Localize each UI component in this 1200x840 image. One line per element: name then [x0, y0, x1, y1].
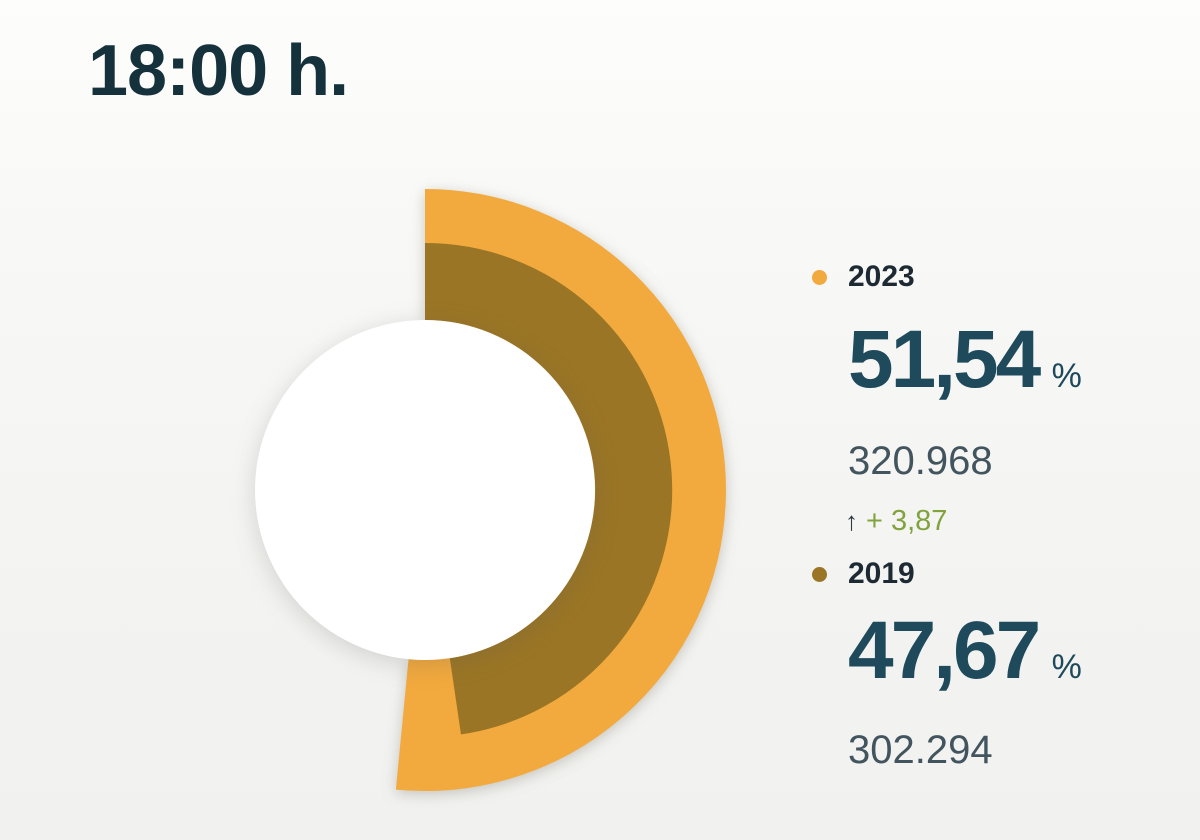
- legend-dot-2023-icon: [812, 269, 827, 285]
- page-title: 18:00 h.: [88, 31, 349, 111]
- percent-sign-2019: %: [1051, 648, 1082, 686]
- legend-item-2019: 2019: [812, 557, 1152, 591]
- percent-value-2019: 47,67: [848, 605, 1041, 696]
- votes-count-2019: 302.294: [848, 728, 993, 772]
- percent-sign-2023: %: [1051, 357, 1082, 395]
- year-label-2023: 2023: [848, 260, 915, 293]
- up-arrow-icon: ↑: [845, 506, 858, 536]
- percent-line-2023: 51,54 %: [812, 318, 1152, 425]
- percent-value-2023: 51,54: [848, 314, 1041, 405]
- donut-hole-circle: [255, 320, 595, 660]
- change-indicator: ↑ + 3,87: [812, 505, 1152, 537]
- legend: 2023 51,54 % 320.968 ↑ + 3,87 2019 47,67…: [812, 260, 1152, 772]
- change-delta-value: + 3,87: [866, 505, 948, 537]
- percent-line-2019: 47,67 %: [812, 609, 1152, 716]
- votes-count-2023: 320.968: [848, 439, 993, 483]
- gauge-arcs: [395, 189, 726, 791]
- legend-item-2023: 2023: [812, 260, 1152, 294]
- arc-2019-segment: [424, 243, 673, 735]
- legend-dot-2019-icon: [812, 566, 827, 582]
- year-label-2019: 2019: [848, 557, 915, 590]
